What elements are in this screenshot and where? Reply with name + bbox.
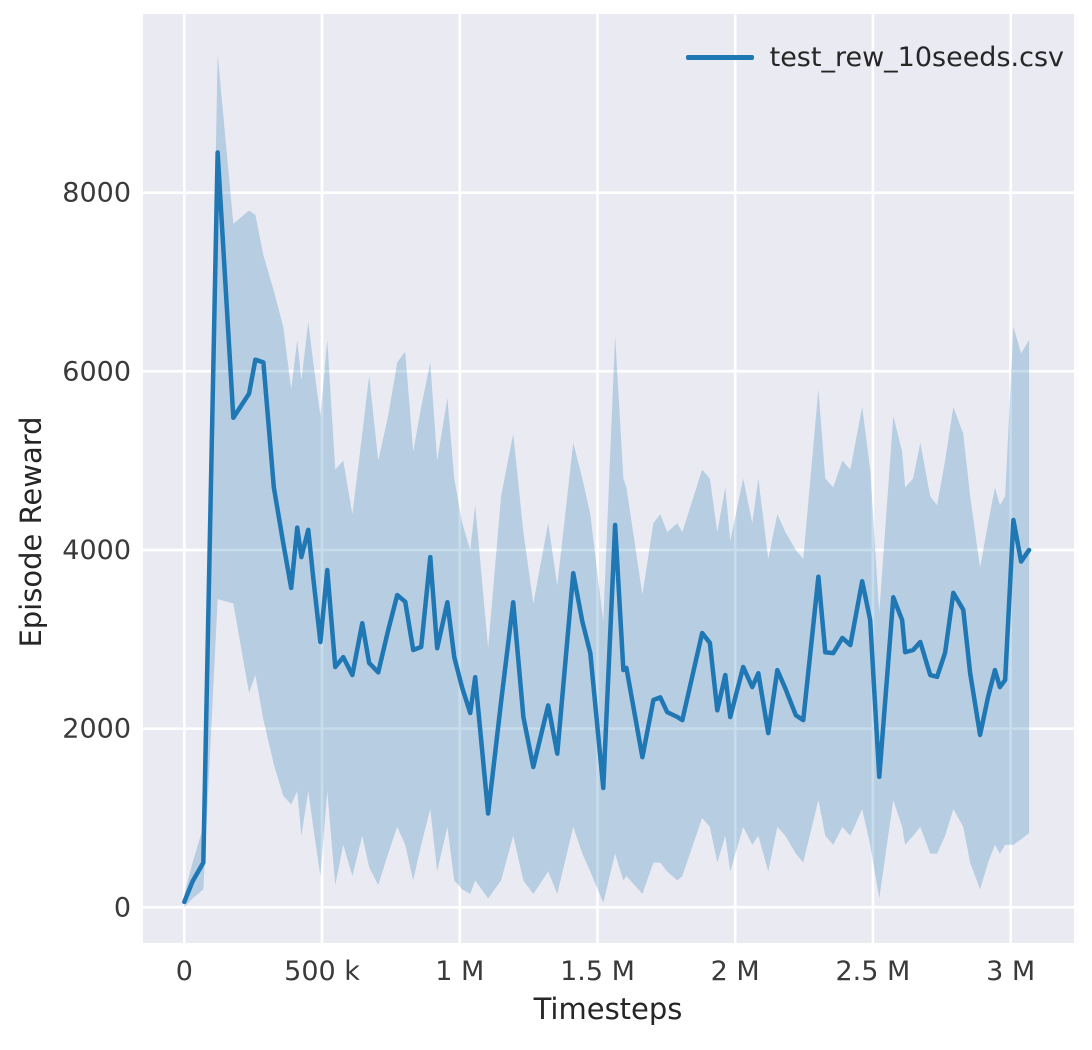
x-tick-label: 2.5 M bbox=[836, 956, 911, 987]
legend: test_rew_10seeds.csv bbox=[685, 42, 1064, 73]
legend-series-label: test_rew_10seeds.csv bbox=[769, 42, 1064, 73]
y-tick-label: 4000 bbox=[62, 535, 131, 566]
x-tick-label: 0 bbox=[176, 956, 193, 987]
legend-line-swatch bbox=[685, 55, 754, 60]
y-tick-label: 0 bbox=[114, 892, 131, 923]
y-axis-label: Episode Reward bbox=[14, 416, 48, 648]
y-tick-label: 6000 bbox=[62, 356, 131, 387]
confidence-band bbox=[184, 54, 1030, 908]
x-tick-label: 2 M bbox=[711, 956, 760, 987]
x-tick-label: 500 k bbox=[284, 956, 360, 987]
axes-background bbox=[143, 14, 1074, 943]
x-tick-label: 3 M bbox=[986, 956, 1035, 987]
y-tick-label: 2000 bbox=[62, 714, 131, 745]
x-tick-label: 1.5 M bbox=[560, 956, 635, 987]
x-axis-label: Timesteps bbox=[533, 992, 683, 1026]
mean-line bbox=[182, 150, 1032, 905]
y-tick-label: 8000 bbox=[62, 178, 131, 209]
x-tick-label: 1 M bbox=[435, 956, 484, 987]
